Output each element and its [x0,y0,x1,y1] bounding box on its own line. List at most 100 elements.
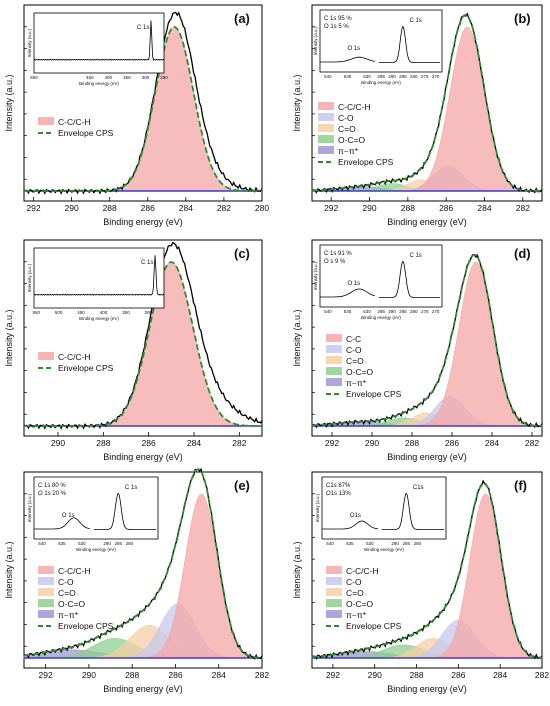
x-axis-label: Binding energy (eV) [103,684,183,694]
inset-x-label: Binding energy (eV) [361,315,401,320]
inset-peak-label: O 1s [347,46,360,52]
legend-label: O-C=O [346,367,374,377]
inset-peak-label: O 1s [62,513,75,519]
envelope-curve [24,261,262,427]
panel-c: 290 288 286 284 282 Binding energy (eV) Intens… [4,239,263,462]
inset-tick-label: 270 [432,309,440,314]
legend-swatch [318,146,334,154]
inset-composition: O 1s 20 % [38,491,67,497]
inset-tick-label: 450 [77,310,85,315]
x-axis-label: Binding energy (eV) [103,452,183,462]
inset-peak-label: C 1s [141,260,153,266]
x-tick-label: 286 [168,670,182,680]
legend-swatch [38,117,54,125]
panel-d: 292 290 288 286 284 282 Binding energy (eV) Int… [292,239,543,462]
x-tick-label: 282 [217,203,231,213]
inset-tick-label: 550 [32,310,40,315]
inset-tick-label: 280 [126,541,134,546]
inset-composition: O s 9 % [324,259,346,265]
y-axis-label: Intensity (a.u.) [4,309,14,366]
legend-swatch [326,566,342,574]
y-axis-label: Intensity (a.u.) [292,309,302,366]
legend-label: π−π* [346,378,367,388]
inset-tick-label: 285 [114,541,122,546]
inset-peak-label: C 1s [137,25,149,31]
legend-label: O-C=O [346,599,374,609]
x-tick-label: 290 [365,438,379,448]
x-tick-label: 282 [255,670,269,680]
x-tick-label: 292 [324,203,338,213]
y-axis-label: Intensity (a.u.) [4,541,14,598]
plot-frame [23,471,263,669]
inset-x-label: Binding energy (eV) [79,316,119,321]
envelope-curve [311,253,542,427]
inset-tick-label: 290 [388,74,396,79]
legend-label: C-O [346,577,362,587]
x-tick-label: 290 [65,203,79,213]
x-tick-label: 282 [516,203,530,213]
inset: 550 500 450 400 350 300 C 1s Binding energy (eV… [27,247,165,321]
inset-tick-label: 300 [142,75,150,80]
x-tick-label: 292 [325,438,339,448]
plot-frame [23,4,263,202]
inset-tick-label: 535 [346,541,354,546]
inset: 540 535 530 290 285 280 O1s C1s C1s 87% O1s 13% Bi… [315,476,447,552]
y-axis-label: Intensity (a.u.) [292,74,302,131]
x-tick-label: 292 [26,203,40,213]
legend-label: π−π* [338,146,359,156]
legend-label: Envelope CPS [346,621,402,631]
legend-swatch [326,577,342,585]
y-axis-label: Intensity (a.u.) [292,541,302,598]
inset-tick-label: 300 [145,310,153,315]
legend-label: O-C=O [58,599,86,609]
inset-x-label: Binding energy (eV) [361,80,401,85]
x-tick-label: 288 [401,203,415,213]
x-axis-label: Binding energy (eV) [387,217,467,227]
inset-composition: C1s 87% [326,483,351,489]
inset-tick-label: 500 [55,310,63,315]
legend-swatch [38,352,54,360]
x-tick-label: 288 [103,203,117,213]
legend-swatch [318,113,334,121]
legend-label: Envelope CPS [58,363,114,373]
legend-label: C-C/C-H [346,566,379,576]
legend-swatch [326,345,342,353]
inset-tick-label: 400 [105,75,113,80]
inset-peak-label: C 1s [125,485,137,491]
x-tick-label: 284 [477,203,491,213]
inset-tick-label: 540 [326,541,334,546]
inset-tick-label: 285 [402,541,410,546]
inset-x-label: Binding energy (eV) [364,547,404,552]
inset-tick-label: 600 [30,75,38,80]
envelope-curve [311,482,542,659]
inset-frame [33,12,165,74]
legend-label: Envelope CPS [338,157,394,167]
panel-label: (f) [514,478,527,493]
x-tick-label: 288 [125,670,139,680]
x-tick-label: 286 [141,203,155,213]
legend: C-C/C-HC-OC=OO-C=Oπ−π*Envelope CPS [38,566,114,631]
legend-swatch [38,588,54,596]
inset-spectrum [322,492,444,530]
legend-swatch [318,135,334,143]
legend: C-C/C-HC-OC=OO-C=Oπ−π*Envelope CPS [326,566,402,631]
panel-e: 292 290 288 286 284 282 Binding energy (eV) Int… [4,467,269,694]
inset-tick-label: 280 [414,541,422,546]
inset-y-label: Intensity (a.u.) [27,28,32,57]
x-axis-label: Binding energy (eV) [387,684,467,694]
inset-tick-label: 535 [344,309,352,314]
inset-y-label: Intensity (a.u.) [313,261,318,290]
legend-label: π−π* [58,610,79,620]
inset-composition: O 1s 5 % [324,24,349,30]
legend-label: C=O [346,356,364,366]
inset-tick-label: 540 [324,74,332,79]
legend-label: C-O [338,113,354,123]
inset-tick-label: 290 [391,541,399,546]
legend-label: C=O [338,124,356,134]
legend-label: Envelope CPS [58,128,114,138]
inset-tick-label: 540 [38,541,46,546]
inset-frame [33,247,165,309]
x-tick-label: 282 [525,438,539,448]
inset-peak-label: C 1s [409,253,421,259]
